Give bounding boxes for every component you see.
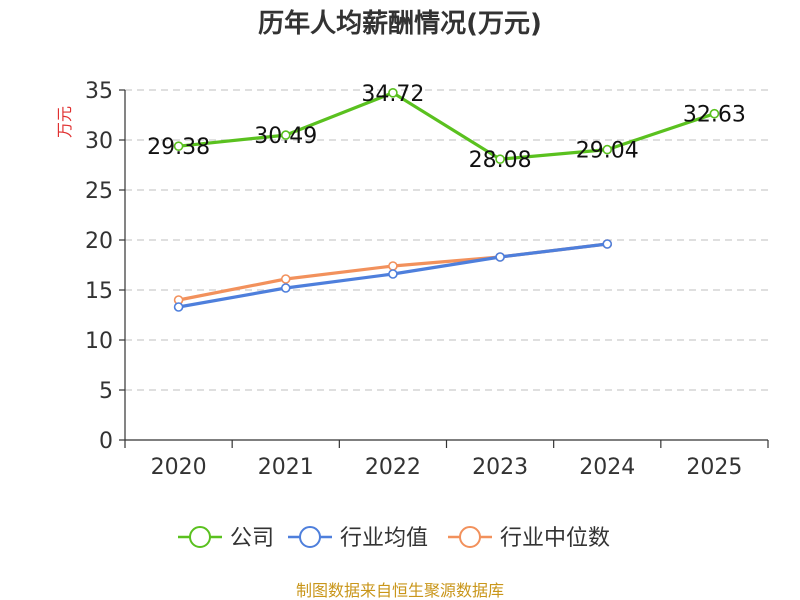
data-labels: 29.38 30.49 34.72 28.08 29.04 32.63 — [147, 82, 746, 173]
point-1-2021 — [280, 283, 291, 293]
point-1-2023 — [495, 252, 505, 262]
legend[interactable]: 公司 行业均值 行业中位数 — [178, 526, 610, 551]
legend-label-1: 行业均值 — [340, 526, 428, 551]
legend-marker-2 — [459, 526, 481, 548]
point-1-2020 — [173, 302, 184, 312]
point-0-2024 — [602, 144, 613, 155]
y-tick-label-0: 0 — [99, 429, 113, 454]
point-0-2021 — [280, 130, 291, 140]
point-2-2021 — [280, 274, 291, 284]
chart-title: 历年人均薪酬情况(万元) — [258, 8, 542, 39]
x-tick-label-2021: 2021 — [258, 455, 314, 480]
legend-marker-0 — [189, 526, 211, 548]
x-tick-label-2025: 2025 — [686, 455, 742, 480]
x-tick-label-2023: 2023 — [472, 455, 528, 480]
point-2-2022 — [388, 261, 398, 271]
y-tick-label-35: 35 — [85, 79, 113, 104]
data-label-2025: 32.63 — [683, 103, 746, 128]
legend-item-0[interactable]: 公司 — [178, 526, 274, 551]
grid-lines — [125, 89, 768, 391]
data-label-2020: 29.38 — [147, 135, 210, 160]
legend-marker-1 — [299, 526, 321, 548]
y-tick-label-25: 25 — [85, 179, 113, 204]
point-0-2022 — [388, 88, 398, 98]
legend-label-2: 行业中位数 — [500, 526, 610, 551]
y-tick-label-20: 20 — [85, 229, 113, 254]
y-tick-label-30: 30 — [85, 129, 113, 154]
footer-source: 制图数据来自恒生聚源数据库 — [296, 581, 504, 600]
data-label-2022: 34.72 — [361, 82, 424, 107]
x-tick-label-2024: 2024 — [579, 455, 635, 480]
x-tick-label-2022: 2022 — [365, 455, 421, 480]
y-axis-label: 万元 — [55, 106, 74, 138]
point-1-2024 — [602, 239, 613, 249]
point-0-2025 — [709, 108, 720, 119]
point-0-2023 — [495, 154, 505, 164]
series-line-0 — [178, 91, 715, 161]
point-1-2022 — [388, 269, 398, 279]
data-label-2021: 30.49 — [254, 124, 317, 149]
y-tick-label-10: 10 — [85, 329, 113, 354]
legend-item-2[interactable]: 行业中位数 — [448, 526, 610, 551]
series-layer — [173, 88, 720, 312]
data-label-2023: 28.08 — [469, 148, 532, 173]
x-tick-label-2020: 2020 — [151, 455, 207, 480]
point-0-2020 — [173, 141, 184, 151]
y-tick-label-5: 5 — [99, 379, 113, 404]
legend-label-0: 公司 — [230, 526, 274, 551]
y-tick-label-15: 15 — [85, 279, 113, 304]
legend-item-1[interactable]: 行业均值 — [288, 526, 428, 551]
data-label-2024: 29.04 — [576, 139, 639, 164]
